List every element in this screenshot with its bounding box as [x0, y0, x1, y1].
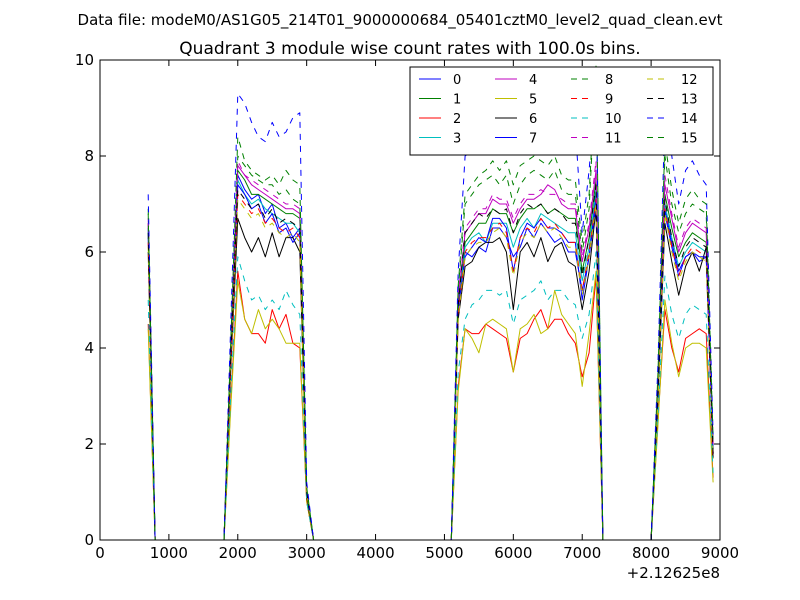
x-tick-label: 1000 — [150, 544, 188, 562]
legend-label: 0 — [453, 73, 461, 88]
legend-label: 3 — [453, 132, 461, 147]
y-tick-label: 4 — [84, 339, 94, 357]
plot-frame — [99, 59, 721, 541]
legend-label: 12 — [681, 73, 698, 88]
legend-label: 2 — [453, 112, 461, 127]
x-tick-label: 0 — [95, 544, 105, 562]
legend-label: 7 — [529, 132, 537, 147]
series-line-9 — [147, 193, 714, 540]
x-tick-label: 7000 — [563, 544, 601, 562]
series-line-14 — [147, 83, 714, 540]
legend-label: 5 — [529, 93, 537, 108]
legend-label: 15 — [681, 132, 698, 147]
series-line-12 — [147, 198, 714, 540]
x-tick-label: 3000 — [288, 544, 326, 562]
series-line-7 — [147, 184, 714, 540]
x-offset-label: +2.12625e8 — [627, 564, 720, 582]
y-tick-label: 6 — [84, 243, 94, 261]
series-line-8 — [147, 69, 714, 540]
legend-label: 9 — [605, 93, 613, 108]
y-tick-label: 0 — [84, 531, 94, 549]
y-tick-label: 10 — [75, 51, 94, 69]
series-line-5 — [147, 270, 714, 540]
series-line-13 — [147, 184, 714, 540]
series-line-2 — [147, 270, 714, 540]
series-line-0 — [147, 174, 714, 540]
x-tick-label: 2000 — [219, 544, 257, 562]
suptitle: Data file: modeM0/AS1G05_214T01_90000006… — [78, 11, 723, 30]
y-tick-label: 8 — [84, 147, 94, 165]
legend-label: 14 — [681, 112, 698, 127]
y-tick-label: 2 — [84, 435, 94, 453]
legend-label: 6 — [529, 112, 537, 127]
legend-label: 11 — [605, 132, 622, 147]
legend-label: 13 — [681, 93, 698, 108]
legend-box — [409, 66, 714, 156]
series-line-1 — [147, 169, 714, 540]
x-tick-label: 8000 — [632, 544, 670, 562]
series-line-11 — [147, 160, 714, 540]
legend-label: 1 — [453, 93, 461, 108]
series-line-6 — [147, 208, 714, 540]
chart-title: Quadrant 3 module wise count rates with … — [179, 39, 640, 59]
x-tick-label: 5000 — [425, 544, 463, 562]
x-tick-label: 4000 — [356, 544, 394, 562]
axes-ticks: 0 1000 2000 3000 4000 5000 6000 7000 8000 9000 0 2 4… — [75, 51, 739, 562]
series-line-4 — [147, 165, 714, 540]
legend-label: 8 — [605, 73, 613, 88]
series-line-3 — [147, 179, 714, 540]
x-tick-label: 9000 — [701, 544, 739, 562]
legend-label: 10 — [605, 112, 622, 127]
series-layer — [147, 64, 714, 540]
x-tick-label: 6000 — [494, 544, 532, 562]
legend-label: 4 — [529, 73, 537, 88]
